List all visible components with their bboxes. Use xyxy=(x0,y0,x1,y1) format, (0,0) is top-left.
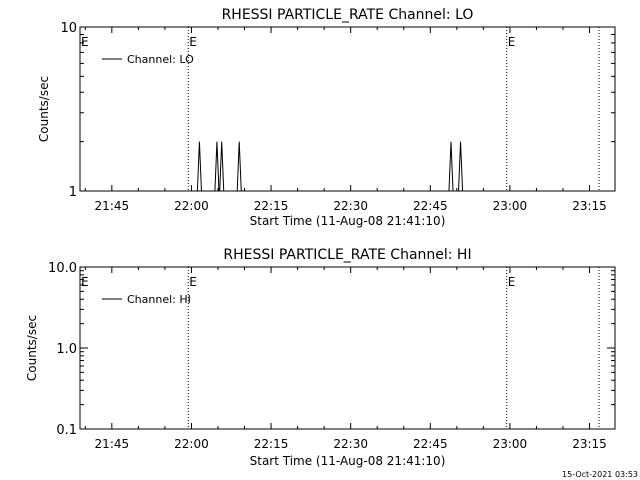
panel-1-data-spike xyxy=(215,142,219,191)
panel-2-axis-edge-label: E xyxy=(81,275,89,289)
panel-2-x-tick-label: 22:15 xyxy=(254,437,289,451)
panel-2-event-marker-label: E xyxy=(189,275,197,289)
panel-1-x-tick-label: 21:45 xyxy=(95,199,130,213)
panel-1-data-spike xyxy=(220,142,224,191)
panel-2-event-marker-label: E xyxy=(508,275,516,289)
panel-2-x-tick-label: 21:45 xyxy=(95,437,130,451)
panel-1-axis-edge-label: E xyxy=(81,35,89,49)
panel-2-plot-frame xyxy=(80,267,615,429)
panel-1-x-tick-label: 22:30 xyxy=(333,199,368,213)
panel-2-y-axis-label: Counts/sec xyxy=(25,315,39,381)
panel-1-x-tick-label: 22:45 xyxy=(413,199,448,213)
panel-1-x-tick-label: 22:15 xyxy=(254,199,289,213)
panel-2-y-tick-label: 1.0 xyxy=(56,342,77,357)
panel-1-plot-frame xyxy=(80,27,615,191)
panel-1-y-tick-label: 10 xyxy=(60,21,77,36)
panel-2-y-tick-label: 0.1 xyxy=(56,423,77,438)
panel-1-event-marker-label: E xyxy=(508,35,516,49)
panel-2-x-tick-label: 23:00 xyxy=(493,437,528,451)
footer-timestamp: 15-Oct-2021 03:53 xyxy=(562,470,638,479)
panel-1-y-tick-label: 1 xyxy=(69,185,77,200)
panel-2-y-tick-label: 10.0 xyxy=(48,261,77,276)
panel-2-x-tick-label: 23:15 xyxy=(572,437,607,451)
panel-2-legend-label: Channel: HI xyxy=(127,293,191,306)
panel-1-legend-label: Channel: LO xyxy=(127,53,194,66)
panel-1-data-spike xyxy=(237,142,241,191)
panel-2-x-axis-label: Start Time (11-Aug-08 21:41:10) xyxy=(250,454,446,468)
panel-1-data-spike xyxy=(459,142,463,191)
panel-1-y-axis-label: Counts/sec xyxy=(37,76,51,142)
panel-2-x-tick-label: 22:30 xyxy=(333,437,368,451)
panel-1-x-tick-label: 23:15 xyxy=(572,199,607,213)
panel-1-data-spike xyxy=(449,142,453,191)
panel-2-x-tick-label: 22:00 xyxy=(174,437,209,451)
panel-1-title: RHESSI PARTICLE_RATE Channel: LO xyxy=(222,7,474,23)
panel-2-x-tick-label: 22:45 xyxy=(413,437,448,451)
panel-1-event-marker-label: E xyxy=(189,35,197,49)
panel-1-data-spike xyxy=(197,142,201,191)
panel-1-x-tick-label: 23:00 xyxy=(493,199,528,213)
panel-2-title: RHESSI PARTICLE_RATE Channel: HI xyxy=(223,247,471,263)
panel-1-x-axis-label: Start Time (11-Aug-08 21:41:10) xyxy=(250,214,446,228)
panel-1-x-tick-label: 22:00 xyxy=(174,199,209,213)
